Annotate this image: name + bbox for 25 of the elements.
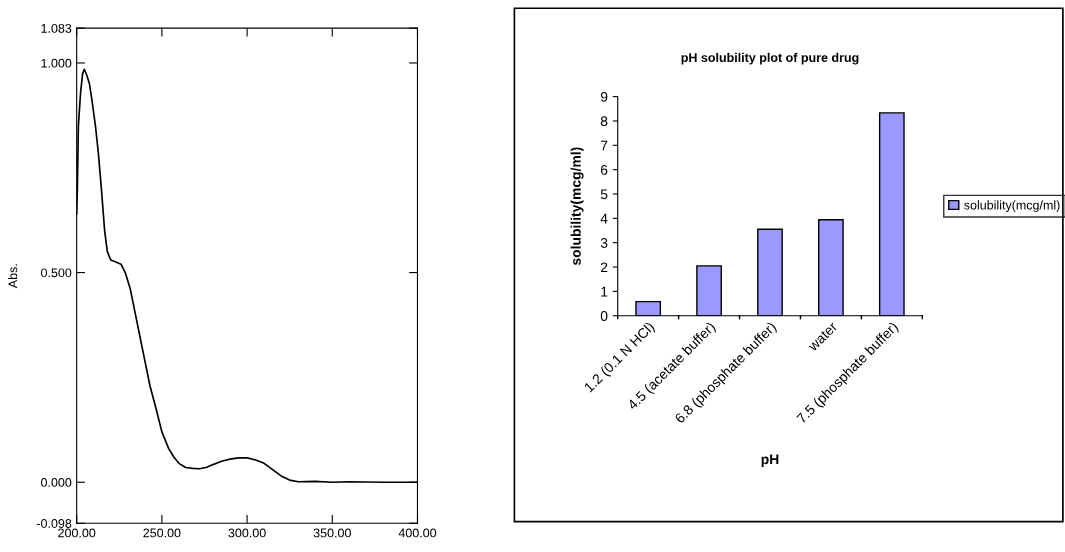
- y-tick-label: 6: [600, 164, 608, 175]
- chart-title: pH solubility plot of pure drug: [681, 52, 859, 65]
- x-tick-label: 250.00: [143, 528, 181, 538]
- x-axis-title: pH: [761, 454, 779, 467]
- x-tick-label: 400.00: [398, 528, 437, 538]
- x-tick-label: 350.00: [313, 528, 351, 538]
- y-tick-label: 7: [600, 140, 608, 151]
- x-tick-label: 200.00: [58, 528, 96, 538]
- y-tick-label: 0.500: [41, 268, 72, 278]
- y-tick-label: 9: [600, 91, 608, 102]
- y-tick-label: 0: [600, 311, 608, 321]
- y-tick-label: 2: [600, 262, 608, 273]
- y-tick-label: 1: [601, 286, 608, 297]
- y-tick-label: 4: [600, 213, 608, 224]
- y-tick-label: 1.083: [41, 23, 72, 33]
- legend-label: solubility(mcg/ml): [964, 200, 1060, 212]
- y-tick-label: -0.098: [36, 519, 72, 528]
- y-axis-title: solubility(mcg/ml): [570, 147, 584, 266]
- y-tick-label: 1.000: [41, 58, 72, 68]
- y-tick-label: 8: [600, 116, 608, 127]
- y-axis-title: Abs.: [8, 264, 18, 289]
- y-tick-label: 5: [600, 189, 608, 200]
- y-tick-label: 0.000: [41, 478, 72, 487]
- y-tick-label: 3: [600, 238, 608, 248]
- x-tick-label: 300.00: [228, 528, 266, 538]
